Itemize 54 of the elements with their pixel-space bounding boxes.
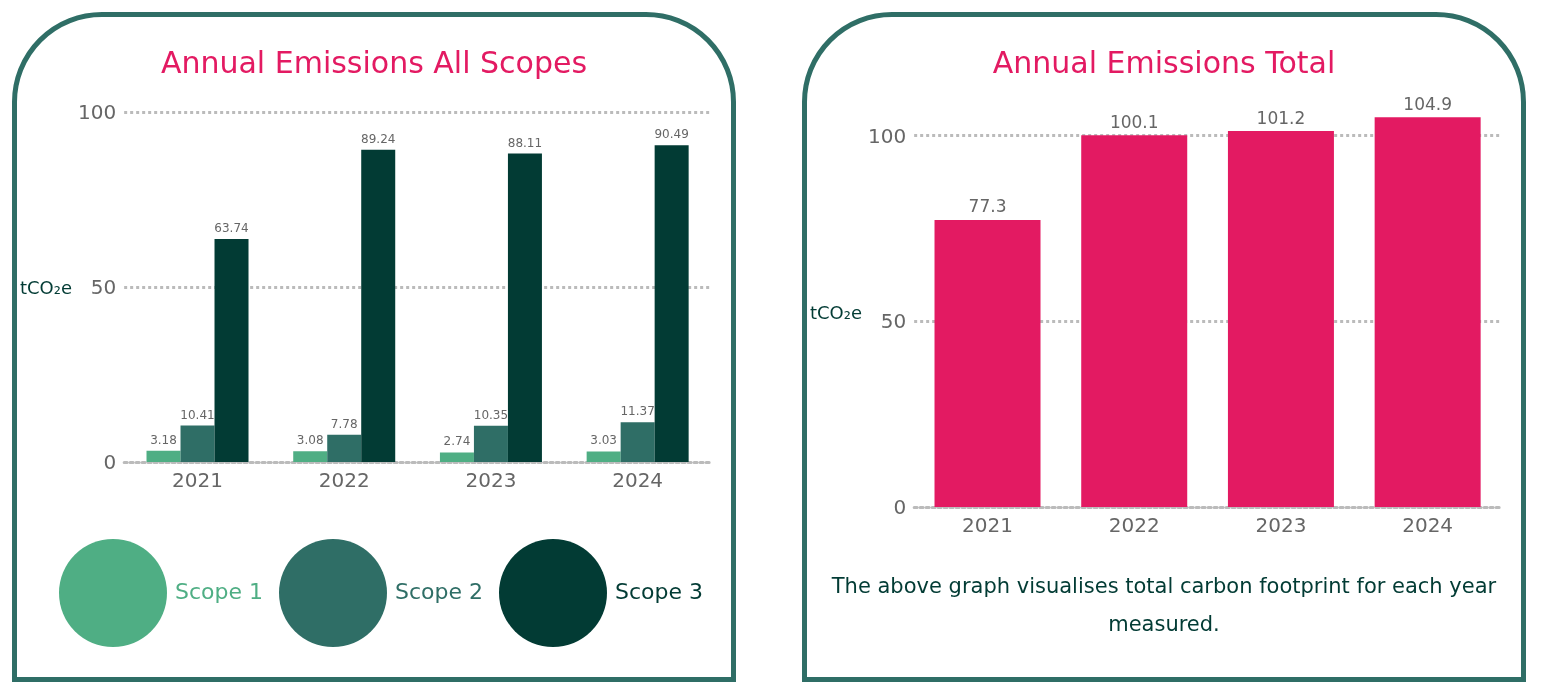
bar <box>586 451 621 462</box>
x-tick-label: 2024 <box>612 468 664 492</box>
text: Scope 2 <box>395 578 484 606</box>
text: Scope 1 <box>175 578 264 606</box>
y-tick-label: 0 <box>893 495 907 519</box>
y-tick-label: 0 <box>103 450 117 474</box>
data-label: 100.1 <box>1109 111 1159 132</box>
data-label: 10.35 <box>473 407 509 422</box>
data-label: 10.41 <box>180 407 215 422</box>
data-label: 89.24 <box>361 131 396 146</box>
x-tick-label: 2022 <box>318 468 370 492</box>
bar <box>1081 135 1188 507</box>
data-label: 11.37 <box>620 404 655 419</box>
x-tick-label: 2024 <box>1402 513 1454 537</box>
bar <box>1374 117 1481 507</box>
bar <box>146 450 181 462</box>
data-label: 3.03 <box>590 433 617 448</box>
x-tick-label: 2023 <box>465 468 517 492</box>
y-axis-title: tCO₂e <box>809 301 863 323</box>
data-label: 63.74 <box>214 220 249 235</box>
bar <box>934 219 1041 507</box>
data-label: 7.78 <box>330 416 358 431</box>
bar <box>180 425 215 462</box>
bar <box>361 149 396 462</box>
data-label: 2.74 <box>443 434 471 449</box>
y-tick-label: 100 <box>867 123 907 148</box>
bar <box>507 153 542 462</box>
bar <box>654 145 689 462</box>
bar <box>439 452 474 462</box>
data-label: 90.49 <box>654 127 689 142</box>
y-tick-label: 50 <box>880 309 907 334</box>
data-label: 104.9 <box>1403 93 1452 114</box>
x-tick-label: 2023 <box>1255 513 1307 537</box>
x-tick-label: 2021 <box>172 468 223 492</box>
x-tick-label: 2022 <box>1108 513 1160 537</box>
text: Scope 3 <box>615 578 704 606</box>
bar <box>214 238 249 462</box>
data-label: 77.3 <box>968 196 1007 217</box>
y-tick-label: 100 <box>77 100 117 124</box>
data-label: 101.2 <box>1256 107 1306 128</box>
chart-title: Annual Emissions All Scopes <box>160 44 588 80</box>
bar <box>1227 131 1334 507</box>
data-label: 88.11 <box>507 135 543 150</box>
y-axis-title: tCO₂e <box>19 276 73 298</box>
y-tick-label: 50 <box>90 275 117 299</box>
data-label: 3.08 <box>296 433 324 448</box>
data-label: 3.18 <box>150 432 177 447</box>
bar <box>293 451 328 462</box>
text: The above graph visualises total carbon footprint for each year measured. <box>830 573 1498 638</box>
bar <box>327 434 362 462</box>
chart-title: Annual Emissions Total <box>992 44 1336 80</box>
x-tick-label: 2021 <box>962 513 1013 537</box>
bar <box>473 425 508 462</box>
bar <box>620 422 655 462</box>
